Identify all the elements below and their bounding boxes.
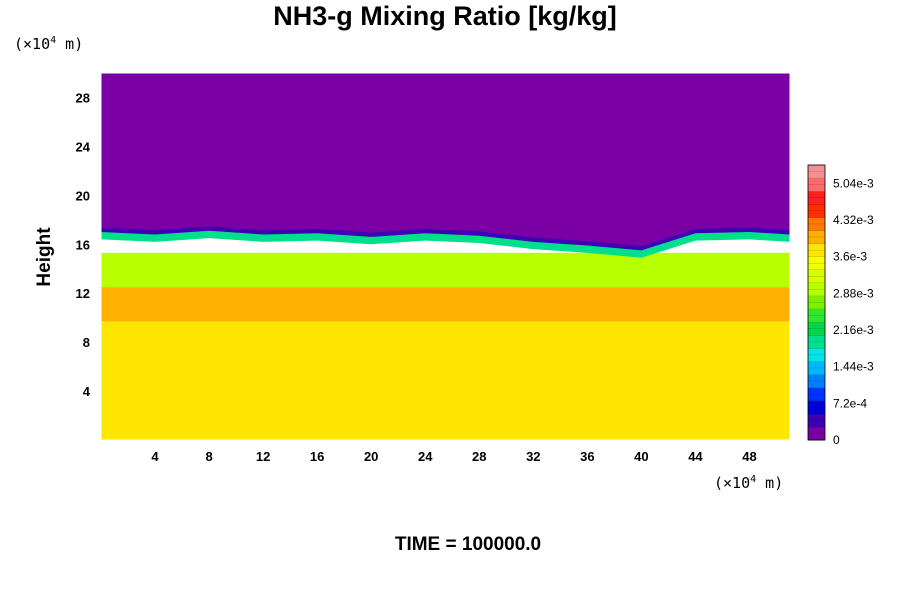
colorbar-segment: [808, 426, 825, 441]
y-tick-label: 8: [83, 335, 90, 350]
y-axis-label: Height: [34, 227, 55, 287]
colorbar-segment: [808, 348, 825, 362]
x-tick-label: 8: [205, 449, 212, 464]
y-axis-unit: (×104 m): [14, 35, 83, 53]
layer-lower: [101, 321, 790, 440]
colorbar-tick-label: 0: [833, 433, 840, 447]
colorbar-segment: [808, 335, 825, 349]
colorbar-frame: [807, 164, 826, 441]
colorbar-segment: [808, 256, 825, 271]
x-tick-label: 32: [526, 449, 540, 464]
colorbar-segment: [808, 269, 825, 284]
colorbar-tick-label: 1.44e-3: [833, 360, 874, 374]
time-label: TIME = 100000.0: [395, 534, 541, 555]
x-tick-label: 4: [151, 449, 159, 464]
colorbar-segment: [808, 413, 825, 428]
x-tick-label: 16: [310, 449, 324, 464]
colorbar-segment: [808, 217, 825, 231]
colorbar-segment: [808, 387, 825, 402]
colorbar-segment: [808, 295, 825, 310]
colorbar-segment: [808, 282, 825, 297]
x-axis-ticks: 4 8 12 16 20 24 28 32 36 40 44 48: [151, 449, 756, 464]
x-tick-label: 20: [364, 449, 378, 464]
colorbar-tick-label: 4.32e-3: [833, 213, 874, 227]
colorbar-segment: [808, 400, 825, 415]
y-tick-label: 4: [83, 384, 91, 399]
colorbar-tick-label: 5.04e-3: [833, 176, 874, 190]
colorbar-tick-label: 2.88e-3: [833, 286, 874, 300]
colorbar-segment: [808, 230, 825, 244]
colorbar: 0 7.2e-4 1.44e-3 2.16e-3 2.88e-3 3.6e-3 4.32e-…: [807, 164, 874, 447]
colorbar-segment: [808, 361, 825, 375]
chart-title: NH3-g Mixing Ratio [kg/kg]: [273, 1, 617, 31]
colorbar-segment: [808, 309, 825, 323]
x-tick-label: 48: [742, 449, 756, 464]
colorbar-segment: [808, 204, 825, 218]
colorbar-tick-label: 7.2e-4: [833, 396, 867, 410]
y-tick-label: 16: [76, 237, 90, 252]
y-tick-label: 20: [76, 188, 90, 203]
x-tick-label: 40: [634, 449, 648, 464]
colorbar-tick-label: 2.16e-3: [833, 323, 874, 337]
y-tick-label: 12: [76, 286, 90, 301]
x-tick-label: 36: [580, 449, 594, 464]
colorbar-segment: [808, 191, 825, 205]
y-tick-label: 24: [76, 139, 91, 154]
x-axis-unit: (×104 m): [714, 474, 783, 492]
colorbar-tick-label: 3.6e-3: [833, 250, 867, 264]
layer-upper: [101, 73, 790, 247]
colorbar-segment: [808, 374, 825, 389]
plot-area: [100, 72, 791, 441]
y-tick-label: 28: [76, 90, 90, 105]
colorbar-segment: [808, 322, 825, 336]
layer-yellow-band: [101, 287, 790, 322]
plot-frame: [100, 72, 791, 441]
x-tick-label: 12: [256, 449, 270, 464]
colorbar-segment: [808, 178, 825, 192]
x-tick-label: 24: [418, 449, 433, 464]
layer-green: [101, 252, 790, 288]
y-axis-ticks: 4 8 12 16 20 24 28: [76, 90, 91, 399]
x-tick-label: 28: [472, 449, 486, 464]
colorbar-segment: [808, 243, 825, 258]
colorbar-segment: [808, 165, 825, 179]
x-tick-label: 44: [688, 449, 703, 464]
